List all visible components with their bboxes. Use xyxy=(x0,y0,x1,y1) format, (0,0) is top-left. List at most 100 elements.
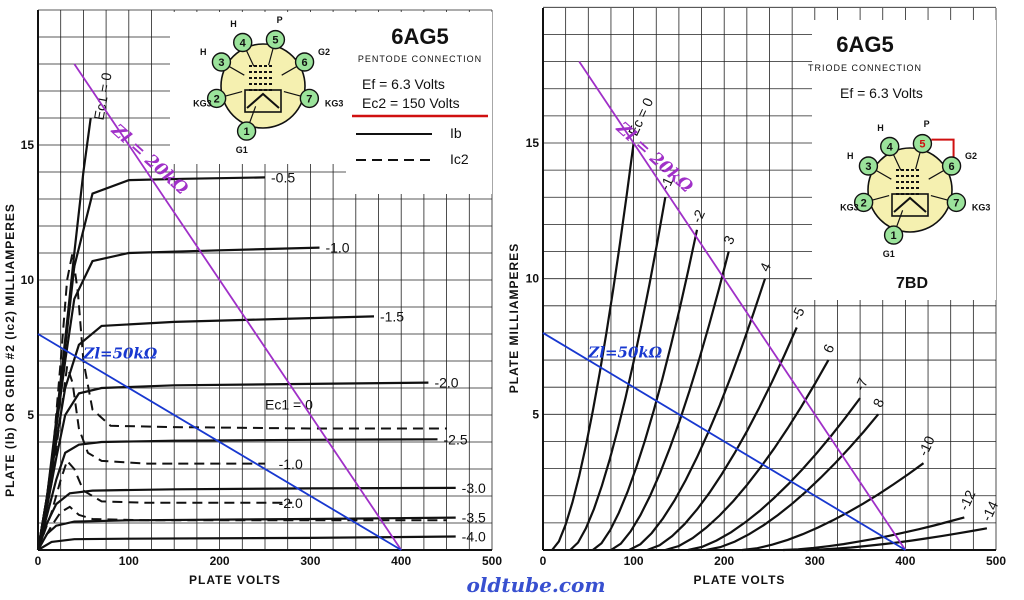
screen-curve xyxy=(37,458,293,551)
pin-circle xyxy=(299,88,320,109)
triode-curve xyxy=(610,251,730,551)
triode-curve xyxy=(705,413,880,552)
y-tick-label: 10 xyxy=(21,273,35,287)
pin-label: KG3 xyxy=(840,203,859,213)
plate-curve-label: -1.0 xyxy=(325,240,349,256)
triode-curve xyxy=(783,516,965,552)
pin-circle xyxy=(236,121,257,141)
load-line-20k xyxy=(578,61,907,551)
screen-curve xyxy=(37,366,265,551)
heater-element xyxy=(893,196,927,213)
y-tick-label: 5 xyxy=(27,408,34,422)
triode-curve xyxy=(592,229,699,551)
pin-number: 5 xyxy=(272,35,278,47)
plate-curve-label: -4.0 xyxy=(462,529,486,545)
param-ec2: Ec2 = 150 Volts xyxy=(362,95,460,111)
x-axis-label: PLATE VOLTS xyxy=(694,573,786,587)
x-tick-label: 500 xyxy=(986,554,1006,568)
pin-number: 4 xyxy=(240,37,247,49)
chart-subtitle: TRIODE CONNECTION xyxy=(808,63,922,73)
pin-circle xyxy=(858,156,879,176)
plate-curve-label: -3.0 xyxy=(462,480,486,496)
x-tick-label: 300 xyxy=(805,554,825,568)
load-line-20k xyxy=(73,63,402,551)
chart-title: 6AG5 xyxy=(391,24,448,49)
pin-circle xyxy=(265,29,286,50)
triode-curve-label: 6 xyxy=(820,341,838,355)
pin-number: 1 xyxy=(891,230,897,242)
x-tick-label: 400 xyxy=(391,554,411,568)
triode-curve xyxy=(646,327,798,552)
y-tick-label: 15 xyxy=(21,138,35,152)
param-ef: Ef = 6.3 Volts xyxy=(362,76,445,92)
pin-label: KG3 xyxy=(972,203,991,213)
triode-curve-label: -2 xyxy=(688,207,708,225)
pin-number: 3 xyxy=(865,161,871,173)
x-tick-label: 500 xyxy=(482,554,502,568)
pentode-info-box: 6AG5 PENTODE CONNECTION Ef = 6.3 Volts Ec2 … xyxy=(170,12,492,194)
pin-label: G2 xyxy=(965,151,977,161)
load-line-50k xyxy=(542,332,906,551)
triode-curve xyxy=(551,142,635,551)
triode-curve-label: 4 xyxy=(756,260,774,274)
plate-curve-label: -2.0 xyxy=(434,375,458,391)
pin-circle xyxy=(946,192,967,213)
plate-curve-label: Ec1 = 0 xyxy=(91,71,115,121)
y-tick-label: 5 xyxy=(532,407,539,421)
pin-number: 2 xyxy=(214,93,220,105)
plate-curve-label: -0.5 xyxy=(271,169,295,185)
param-ef: Ef = 6.3 Volts xyxy=(840,85,923,101)
pin-circle xyxy=(941,156,962,176)
plate-curve xyxy=(36,438,438,551)
tube-envelope xyxy=(867,147,953,233)
pin-number: 6 xyxy=(949,161,955,173)
x-tick-label: 100 xyxy=(119,554,139,568)
chart-subtitle: PENTODE CONNECTION xyxy=(358,54,482,64)
plate-curve-label: -2.5 xyxy=(444,431,468,447)
pin-label: KG3 xyxy=(193,99,212,109)
y-tick-label: 15 xyxy=(526,136,540,150)
pin-number: 4 xyxy=(887,141,894,153)
pin-number: 7 xyxy=(953,197,959,209)
load-line-50k-label: Zl=50kΩ xyxy=(82,344,157,362)
triode-curve xyxy=(742,462,925,552)
pin-circle xyxy=(233,32,253,53)
triode-curve-label: -5 xyxy=(788,305,808,323)
watermark: oldtube.com xyxy=(466,573,605,597)
screen-curve xyxy=(37,252,447,551)
x-tick-label: 200 xyxy=(210,554,230,568)
triode-curve xyxy=(569,197,667,551)
x-tick-label: 400 xyxy=(895,554,915,568)
triode-curve-label: 3 xyxy=(720,233,738,247)
legend-ic2-label: Ic2 xyxy=(450,151,469,167)
y-tick-label: 10 xyxy=(526,272,540,286)
x-tick-label: 0 xyxy=(35,554,42,568)
x-tick-label: 100 xyxy=(624,554,644,568)
x-axis-label: PLATE VOLTS xyxy=(189,573,281,587)
pin-label: P xyxy=(924,119,930,129)
load-line-50k-label: Zl=50kΩ xyxy=(587,343,662,361)
triode-curve-label: -14 xyxy=(978,498,1001,523)
plate-curve xyxy=(37,535,456,551)
plate-curve-label: -1.5 xyxy=(380,308,404,324)
triode-curve xyxy=(805,527,988,552)
pin-label: H xyxy=(847,151,854,161)
pin-circle xyxy=(880,136,900,157)
plate-curve xyxy=(36,381,429,551)
pin-label: H xyxy=(230,19,237,29)
legend-ib-label: Ib xyxy=(450,125,462,141)
pin-number: 2 xyxy=(861,197,867,209)
pin-number: 7 xyxy=(306,93,312,105)
triode-curve-label: 8 xyxy=(869,396,887,410)
pin-number: 3 xyxy=(218,57,224,69)
y-axis-label: PLATE (Ib) OR GRID #2 (Ic2) MILLIAMPERES xyxy=(3,203,17,497)
x-tick-label: 0 xyxy=(540,554,547,568)
load-line-50k xyxy=(37,333,402,551)
pin-circle xyxy=(206,88,227,109)
basing-code: 7BD xyxy=(896,275,928,292)
triode-curve-label: -12 xyxy=(956,487,979,512)
